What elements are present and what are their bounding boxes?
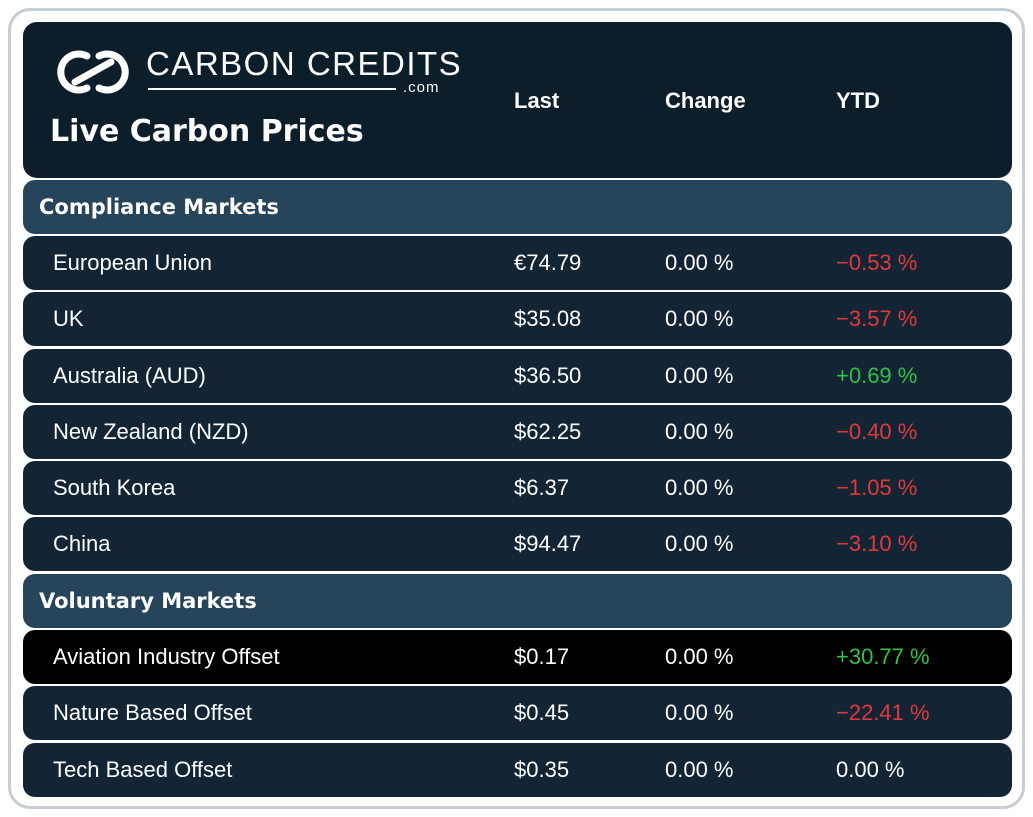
carbon-credits-logo[interactable]: CARBON CREDITS .com [51,42,461,102]
linked-rings-logo-icon [57,50,129,94]
table-row[interactable]: Nature Based Offset $0.45 0.00 % −22.41 … [23,686,1012,740]
table-row[interactable]: South Korea $6.37 0.00 % −1.05 % [23,461,1012,515]
logo-wordmark: CARBON CREDITS [146,45,463,82]
column-header-last: Last [514,88,560,113]
market-name: Nature Based Offset [53,700,252,725]
ytd-value: −0.53 % [836,250,918,275]
last-price: $6.37 [514,475,570,500]
last-price: $0.35 [514,757,570,782]
table-row[interactable]: UK $35.08 0.00 % −3.57 % [23,292,1012,346]
ytd-value: +0.69 % [836,363,918,388]
ytd-value: 0.00 % [836,757,905,782]
table-row[interactable]: Australia (AUD) $36.50 0.00 % +0.69 % [23,349,1012,403]
change-value: 0.00 % [665,475,734,500]
table-row[interactable]: New Zealand (NZD) $62.25 0.00 % −0.40 % [23,405,1012,459]
last-price: $62.25 [514,419,582,444]
section-header-compliance: Compliance Markets [23,180,1012,234]
last-price: $0.17 [514,644,570,669]
column-header-change: Change [665,88,746,113]
ytd-value: −3.10 % [836,531,918,556]
table-row[interactable]: Tech Based Offset $0.35 0.00 % 0.00 % [23,743,1012,797]
last-price: $35.08 [514,306,582,331]
last-price: $94.47 [514,531,582,556]
change-value: 0.00 % [665,250,734,275]
section-label: Compliance Markets [39,195,279,219]
market-name: European Union [53,250,213,275]
change-value: 0.00 % [665,644,734,669]
change-value: 0.00 % [665,306,734,331]
table-row[interactable]: European Union €74.79 0.00 % −0.53 % [23,236,1012,290]
logo-divider [148,88,396,90]
section-label: Voluntary Markets [39,589,257,613]
market-name: Aviation Industry Offset [53,644,280,669]
section-header-voluntary: Voluntary Markets [23,574,1012,628]
ytd-value: −22.41 % [836,700,930,725]
table-row-hovered[interactable]: Aviation Industry Offset $0.17 0.00 % +3… [23,630,1012,684]
column-header-ytd: YTD [836,88,880,113]
ytd-value: −0.40 % [836,419,918,444]
market-name: South Korea [53,475,176,500]
change-value: 0.00 % [665,419,734,444]
market-name: New Zealand (NZD) [53,419,249,444]
table-row[interactable]: China $94.47 0.00 % −3.10 % [23,517,1012,571]
widget-header: CARBON CREDITS .com Live Carbon Prices L… [23,22,1012,178]
ytd-value: −1.05 % [836,475,918,500]
last-price: €74.79 [514,250,582,275]
change-value: 0.00 % [665,531,734,556]
change-value: 0.00 % [665,700,734,725]
market-name: China [53,531,111,556]
market-name: Australia (AUD) [53,363,206,388]
logo-suffix: .com [403,79,440,96]
change-value: 0.00 % [665,363,734,388]
last-price: $36.50 [514,363,582,388]
market-name: Tech Based Offset [53,757,233,782]
market-name: UK [53,306,84,331]
page-title: Live Carbon Prices [50,114,364,149]
last-price: $0.45 [514,700,570,725]
ytd-value: −3.57 % [836,306,918,331]
ytd-value: +30.77 % [836,644,930,669]
change-value: 0.00 % [665,757,734,782]
